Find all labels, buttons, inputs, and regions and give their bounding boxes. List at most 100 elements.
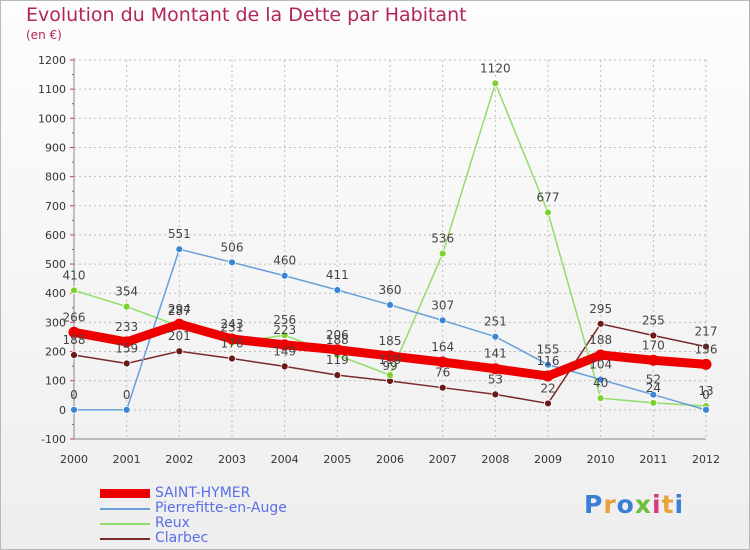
- data-point: [333, 371, 342, 380]
- data-label: 52: [646, 373, 661, 387]
- legend-swatch: [100, 537, 150, 540]
- data-label: 170: [642, 338, 665, 352]
- data-point: [491, 390, 500, 399]
- data-point: [438, 249, 447, 258]
- data-label: 307: [431, 298, 454, 312]
- data-point: [173, 318, 185, 330]
- logo-letter: t: [661, 490, 675, 519]
- x-tick-label: 2010: [587, 453, 615, 466]
- data-label: 116: [537, 354, 560, 368]
- y-tick-label: 500: [45, 258, 66, 271]
- data-label: 354: [115, 285, 138, 299]
- y-tick-label: 200: [45, 346, 66, 359]
- y-tick-label: 400: [45, 287, 66, 300]
- data-point: [280, 271, 289, 280]
- chart-title: Evolution du Montant de la Dette par Hab…: [26, 4, 467, 26]
- logo-letter: r: [603, 490, 617, 519]
- data-point: [122, 302, 131, 311]
- data-label: 0: [70, 388, 78, 402]
- data-label: 149: [273, 344, 296, 358]
- data-label: 677: [537, 190, 560, 204]
- data-label: 360: [379, 283, 402, 297]
- y-tick-label: 600: [45, 229, 66, 242]
- data-label: 460: [273, 254, 296, 268]
- data-point: [121, 336, 133, 348]
- data-point: [68, 326, 80, 338]
- data-label: 1120: [480, 61, 511, 75]
- data-point: [702, 342, 710, 351]
- legend-swatch: [100, 507, 150, 510]
- data-point: [544, 208, 552, 217]
- data-point: [70, 351, 78, 359]
- data-label: 176: [221, 337, 244, 351]
- legend-label: SAINT-HYMER: [155, 485, 251, 501]
- data-point: [491, 79, 500, 88]
- data-label: 206: [326, 328, 349, 342]
- data-label: 256: [273, 313, 296, 327]
- data-label: 295: [589, 302, 612, 316]
- x-tick-label: 2006: [376, 453, 404, 466]
- data-point: [596, 394, 605, 403]
- data-point: [489, 363, 501, 375]
- data-label: 156: [695, 342, 718, 356]
- data-label: 76: [435, 366, 450, 380]
- y-tick-label: 0: [59, 404, 66, 417]
- data-label: 223: [273, 323, 296, 337]
- data-label: 231: [221, 321, 244, 335]
- data-label: 155: [537, 343, 560, 357]
- data-point: [386, 300, 394, 309]
- data-point: [228, 258, 236, 267]
- logo-letter: x: [634, 490, 652, 519]
- data-label: 506: [221, 240, 244, 254]
- legend-item: Pierrefitte-en-Auge: [100, 501, 287, 516]
- data-label: 0: [702, 388, 710, 402]
- data-label: 0: [123, 388, 131, 402]
- data-point: [280, 362, 289, 371]
- x-tick-label: 2003: [218, 453, 246, 466]
- data-point: [544, 360, 552, 369]
- chart-legend: SAINT-HYMER Pierrefitte-en-Auge Reux Clarbe…: [100, 486, 287, 546]
- data-point: [702, 405, 710, 414]
- x-tick-label: 2004: [271, 453, 299, 466]
- proxiti-logo: Proxiti: [584, 490, 684, 519]
- data-point: [226, 333, 238, 345]
- data-label: 99: [382, 359, 397, 373]
- data-label: 119: [326, 353, 349, 367]
- data-label: 536: [431, 232, 454, 246]
- logo-letter: o: [616, 490, 635, 519]
- data-label: 119: [379, 353, 402, 367]
- y-tick-label: 1000: [38, 112, 66, 125]
- data-point: [596, 319, 605, 328]
- data-point: [595, 349, 607, 361]
- x-tick-label: 2005: [323, 453, 351, 466]
- y-tick-label: 1100: [38, 83, 66, 96]
- data-label: 251: [484, 315, 507, 329]
- data-point: [122, 405, 131, 414]
- data-label: 255: [642, 314, 665, 328]
- data-label: 164: [431, 340, 454, 354]
- data-label: 266: [63, 310, 86, 324]
- data-label: 188: [589, 333, 612, 347]
- data-label: 217: [695, 325, 718, 339]
- data-label: 188: [326, 333, 349, 347]
- data-point: [333, 286, 342, 294]
- data-point: [700, 358, 712, 370]
- y-tick-label: -100: [41, 433, 66, 446]
- x-tick-label: 2009: [534, 453, 562, 466]
- data-label: 287: [168, 304, 191, 318]
- x-tick-label: 2011: [639, 453, 667, 466]
- x-tick-label: 2012: [692, 453, 720, 466]
- data-point: [70, 405, 78, 414]
- y-tick-label: 700: [45, 200, 66, 213]
- data-point: [384, 350, 396, 362]
- data-point: [70, 286, 78, 295]
- data-label: 141: [484, 347, 507, 361]
- y-tick-label: 800: [45, 171, 66, 184]
- y-tick-label: 300: [45, 316, 66, 329]
- legend-swatch: [100, 489, 150, 498]
- chart-subtitle: (en €): [26, 28, 62, 42]
- legend-item: Reux: [100, 516, 287, 531]
- data-point: [596, 375, 605, 384]
- x-tick-label: 2002: [165, 453, 193, 466]
- legend-item: SAINT-HYMER: [100, 486, 287, 501]
